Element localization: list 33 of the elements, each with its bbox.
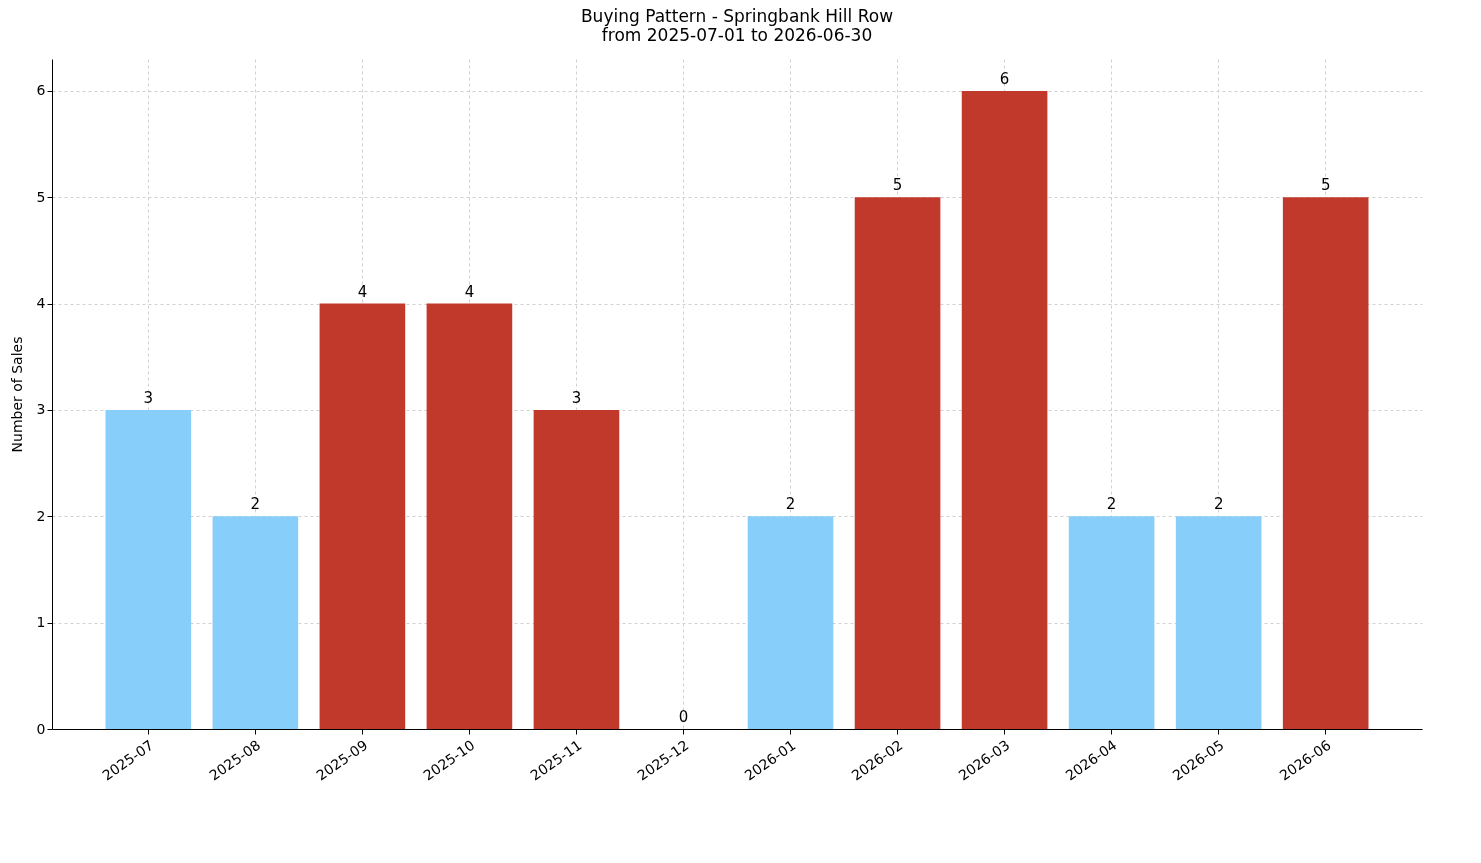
data-label: 4	[357, 282, 368, 301]
chart-subtitle: from 2025-07-01 to 2026-06-30	[601, 25, 873, 45]
data-label: 5	[1320, 176, 1331, 195]
y-tick-label: 0	[36, 720, 46, 737]
data-label: 4	[464, 282, 475, 301]
bar	[212, 516, 299, 729]
data-label: 6	[999, 69, 1010, 88]
bar	[747, 516, 834, 729]
bar	[961, 90, 1048, 729]
data-label: 3	[571, 388, 582, 407]
bar	[854, 197, 941, 729]
y-tick-label: 2	[36, 507, 46, 524]
y-tick-label: 6	[36, 82, 46, 99]
y-tick-label: 1	[36, 614, 46, 631]
data-label: 2	[1106, 495, 1117, 514]
data-label: 5	[892, 176, 903, 195]
y-axis-title: Number of Sales	[8, 336, 25, 453]
bar	[319, 303, 406, 729]
data-label: 2	[1213, 495, 1224, 514]
y-tick-label: 4	[36, 295, 46, 312]
data-label: 2	[785, 495, 796, 514]
data-label: 3	[143, 388, 154, 407]
y-tick-label: 5	[36, 188, 46, 205]
bar	[1068, 516, 1155, 729]
bar	[105, 409, 192, 729]
bar	[426, 303, 513, 729]
y-tick-label: 3	[36, 401, 46, 418]
data-label: 0	[678, 708, 689, 726]
data-label: 2	[250, 495, 261, 514]
bar	[533, 409, 620, 729]
chart-title: Buying Pattern - Springbank Hill Row	[580, 6, 894, 26]
bar	[1282, 197, 1369, 729]
bar	[1175, 516, 1262, 729]
